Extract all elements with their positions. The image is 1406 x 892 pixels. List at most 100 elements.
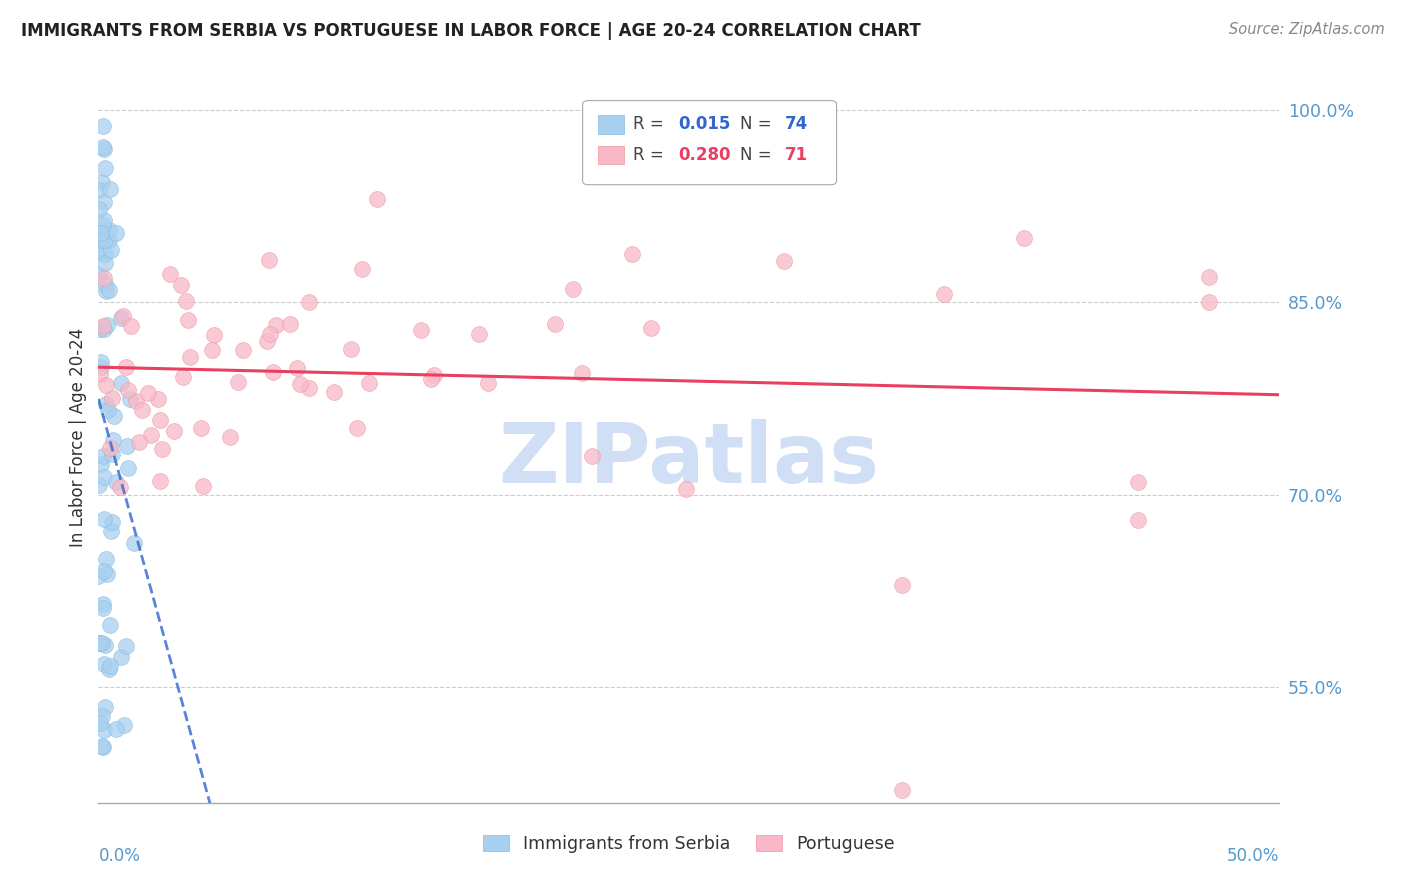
Point: [93, 142, 115, 156]
Point: [90, 359, 112, 374]
Point: [115, 439, 138, 453]
Point: [411, 323, 433, 337]
Point: [290, 376, 312, 391]
Point: [322, 384, 344, 399]
Point: [93, 600, 115, 615]
Text: 0.280: 0.280: [678, 145, 731, 164]
Point: [98, 182, 121, 196]
Point: [202, 327, 225, 342]
Point: [340, 342, 363, 356]
Point: [148, 413, 170, 427]
Point: [581, 449, 603, 463]
Point: [101, 447, 124, 461]
Point: [90, 175, 112, 189]
Point: [120, 319, 142, 334]
Point: [621, 246, 644, 260]
Point: [170, 278, 193, 293]
Point: [120, 392, 142, 406]
Point: [111, 309, 134, 323]
Point: [191, 479, 214, 493]
Point: [87, 202, 110, 216]
Point: [112, 718, 135, 732]
Point: [87, 568, 110, 582]
Point: [89, 478, 111, 492]
Point: [350, 262, 373, 277]
Point: [94, 638, 117, 652]
Point: [93, 470, 115, 484]
Point: [366, 192, 388, 206]
Point: [90, 226, 112, 240]
Point: [1126, 514, 1149, 528]
Point: [174, 294, 197, 309]
Point: [163, 424, 186, 438]
Text: 74: 74: [785, 115, 808, 133]
Point: [105, 722, 128, 736]
Point: [232, 343, 254, 357]
Text: R =: R =: [634, 145, 669, 164]
FancyBboxPatch shape: [598, 146, 624, 164]
Point: [285, 361, 308, 376]
Point: [640, 321, 662, 335]
Point: [90, 457, 112, 471]
Text: Source: ZipAtlas.com: Source: ZipAtlas.com: [1229, 22, 1385, 37]
Point: [94, 233, 117, 247]
Point: [97, 402, 120, 417]
Point: [90, 233, 112, 247]
Point: [87, 245, 110, 260]
Point: [264, 318, 287, 333]
FancyBboxPatch shape: [582, 101, 837, 185]
Point: [114, 639, 136, 653]
Point: [91, 140, 114, 154]
Text: N =: N =: [740, 145, 776, 164]
Point: [226, 375, 249, 389]
Point: [93, 723, 115, 737]
Legend: Immigrants from Serbia, Portuguese: Immigrants from Serbia, Portuguese: [477, 828, 901, 860]
Point: [93, 564, 115, 578]
Point: [934, 287, 956, 301]
Point: [423, 368, 446, 383]
Point: [138, 385, 160, 400]
Point: [561, 282, 583, 296]
Point: [117, 461, 139, 475]
Text: ZIPatlas: ZIPatlas: [499, 418, 879, 500]
Point: [94, 377, 117, 392]
Text: N =: N =: [740, 115, 776, 133]
Point: [890, 577, 912, 591]
Point: [94, 277, 117, 292]
Point: [104, 475, 127, 489]
Point: [89, 636, 111, 650]
Point: [90, 231, 112, 245]
Point: [114, 360, 136, 375]
Point: [100, 243, 122, 257]
Point: [96, 566, 118, 581]
Point: [259, 327, 281, 342]
Point: [190, 421, 212, 435]
Point: [91, 449, 114, 463]
Point: [93, 657, 115, 671]
Point: [104, 226, 127, 240]
Point: [97, 223, 120, 237]
Point: [131, 403, 153, 417]
Point: [346, 420, 368, 434]
Point: [89, 322, 111, 336]
Point: [773, 254, 796, 268]
Point: [152, 442, 174, 456]
Point: [1198, 269, 1220, 284]
Point: [262, 365, 284, 379]
Point: [544, 317, 567, 331]
Point: [87, 183, 110, 197]
Point: [890, 783, 912, 797]
Point: [93, 321, 115, 335]
Point: [148, 392, 170, 406]
Point: [420, 372, 443, 386]
Point: [91, 218, 114, 232]
Point: [89, 268, 111, 283]
Point: [93, 119, 115, 133]
Point: [94, 700, 117, 714]
Point: [93, 256, 115, 270]
Point: [1198, 295, 1220, 310]
Text: 0.0%: 0.0%: [98, 847, 141, 864]
Point: [98, 617, 121, 632]
Point: [93, 512, 115, 526]
Point: [94, 285, 117, 299]
